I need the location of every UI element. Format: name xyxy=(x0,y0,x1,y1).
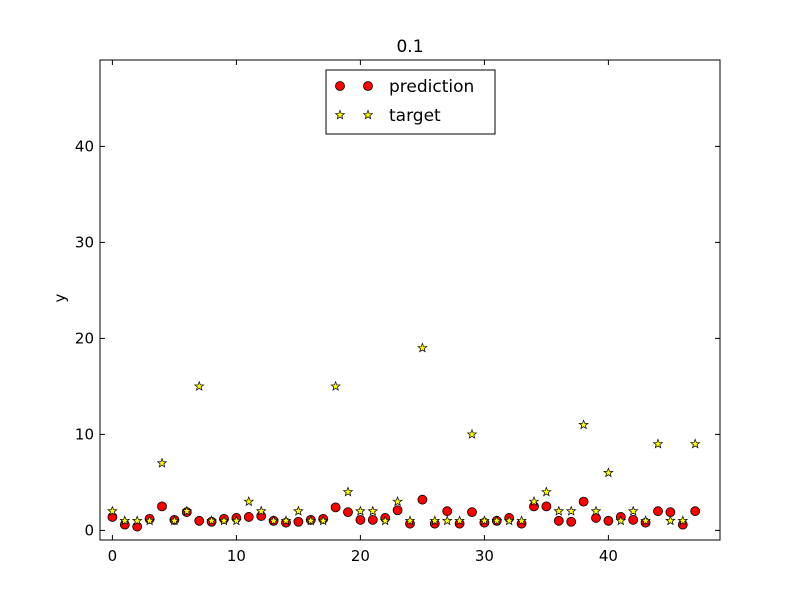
target-point xyxy=(119,515,131,526)
target-point xyxy=(342,486,354,497)
target-point xyxy=(131,515,143,526)
legend-marker xyxy=(363,81,373,91)
legend-label: target xyxy=(389,106,441,126)
target-point xyxy=(491,515,503,526)
prediction-point xyxy=(330,502,341,513)
prediction-point xyxy=(578,496,589,507)
prediction-point xyxy=(541,501,552,512)
target-point xyxy=(665,515,676,526)
legend-label: prediction xyxy=(389,77,474,97)
target-point xyxy=(541,486,552,497)
target-point xyxy=(553,505,565,516)
target-point xyxy=(330,380,341,391)
target-point xyxy=(689,438,701,449)
prediction-point xyxy=(157,501,167,512)
prediction-point xyxy=(107,512,118,522)
target-point xyxy=(107,505,118,516)
target-point xyxy=(479,515,490,526)
target-point xyxy=(677,515,689,526)
target-point xyxy=(652,438,664,449)
prediction-point xyxy=(566,516,577,527)
target-point xyxy=(454,515,465,526)
plot-area-frame xyxy=(99,59,721,541)
prediction-point xyxy=(132,521,143,532)
prediction-point xyxy=(392,505,403,516)
target-point xyxy=(578,419,589,430)
target-point xyxy=(640,515,651,526)
x-tick-label: 30 xyxy=(475,547,494,565)
prediction-point xyxy=(355,514,366,525)
y-tick-label: 30 xyxy=(75,233,94,251)
target-point xyxy=(355,505,366,516)
target-point xyxy=(305,515,317,526)
target-point xyxy=(293,505,304,516)
target-point xyxy=(392,496,403,507)
prediction-point xyxy=(243,512,254,522)
y-axis-label: y xyxy=(51,293,69,302)
prediction-point xyxy=(653,506,663,517)
legend-marker xyxy=(334,109,346,120)
target-point xyxy=(528,496,540,507)
target-point xyxy=(218,515,230,526)
target-point xyxy=(280,515,292,526)
target-point xyxy=(243,496,255,507)
target-point xyxy=(169,515,180,526)
target-point xyxy=(516,515,527,526)
target-series xyxy=(107,342,701,526)
prediction-point xyxy=(442,506,453,517)
legend-marker xyxy=(335,81,345,91)
prediction-point xyxy=(194,515,205,526)
target-point xyxy=(441,515,453,526)
target-point xyxy=(379,515,391,526)
prediction-point xyxy=(690,506,701,517)
prediction-point xyxy=(628,514,639,525)
y-tick-label: 20 xyxy=(75,329,94,347)
prediction-point xyxy=(467,507,477,518)
data-marks xyxy=(107,342,701,532)
target-point xyxy=(627,505,639,516)
prediction-point xyxy=(553,515,564,526)
prediction-point xyxy=(293,516,304,527)
target-point xyxy=(206,515,217,526)
target-point xyxy=(429,515,441,526)
prediction-point xyxy=(343,507,353,518)
target-point xyxy=(466,428,478,439)
prediction-point xyxy=(603,515,614,526)
x-tick-label: 40 xyxy=(599,547,618,565)
legend: prediction target xyxy=(325,69,496,135)
target-point xyxy=(565,505,577,516)
target-point xyxy=(181,505,193,516)
axis-ticks: 0 10 20 30 40 0 10 20 30 40 xyxy=(75,60,720,565)
target-point xyxy=(144,515,155,526)
legend-entry-target: target xyxy=(334,106,441,126)
target-point xyxy=(590,505,602,516)
y-tick-label: 40 xyxy=(75,137,94,155)
target-point xyxy=(615,515,627,526)
y-tick-label: 0 xyxy=(84,521,94,539)
target-point xyxy=(367,505,379,516)
target-point xyxy=(404,515,416,526)
target-point xyxy=(268,515,279,526)
y-tick-label: 10 xyxy=(75,425,94,443)
target-point xyxy=(503,515,515,526)
target-point xyxy=(603,467,614,478)
target-point xyxy=(231,515,242,526)
x-tick-label: 20 xyxy=(351,547,370,565)
target-point xyxy=(255,505,267,516)
legend-entry-prediction: prediction xyxy=(335,77,474,97)
x-tick-label: 0 xyxy=(108,547,118,565)
prediction-point xyxy=(591,513,601,523)
target-point xyxy=(156,457,168,468)
legend-box xyxy=(325,69,496,135)
target-point xyxy=(417,342,428,353)
legend-marker xyxy=(362,109,374,120)
target-point xyxy=(193,380,205,391)
prediction-point xyxy=(367,514,378,525)
x-tick-label: 10 xyxy=(227,547,246,565)
chart-title: 0.1 xyxy=(396,37,423,57)
target-point xyxy=(317,515,329,526)
prediction-point xyxy=(417,494,428,505)
